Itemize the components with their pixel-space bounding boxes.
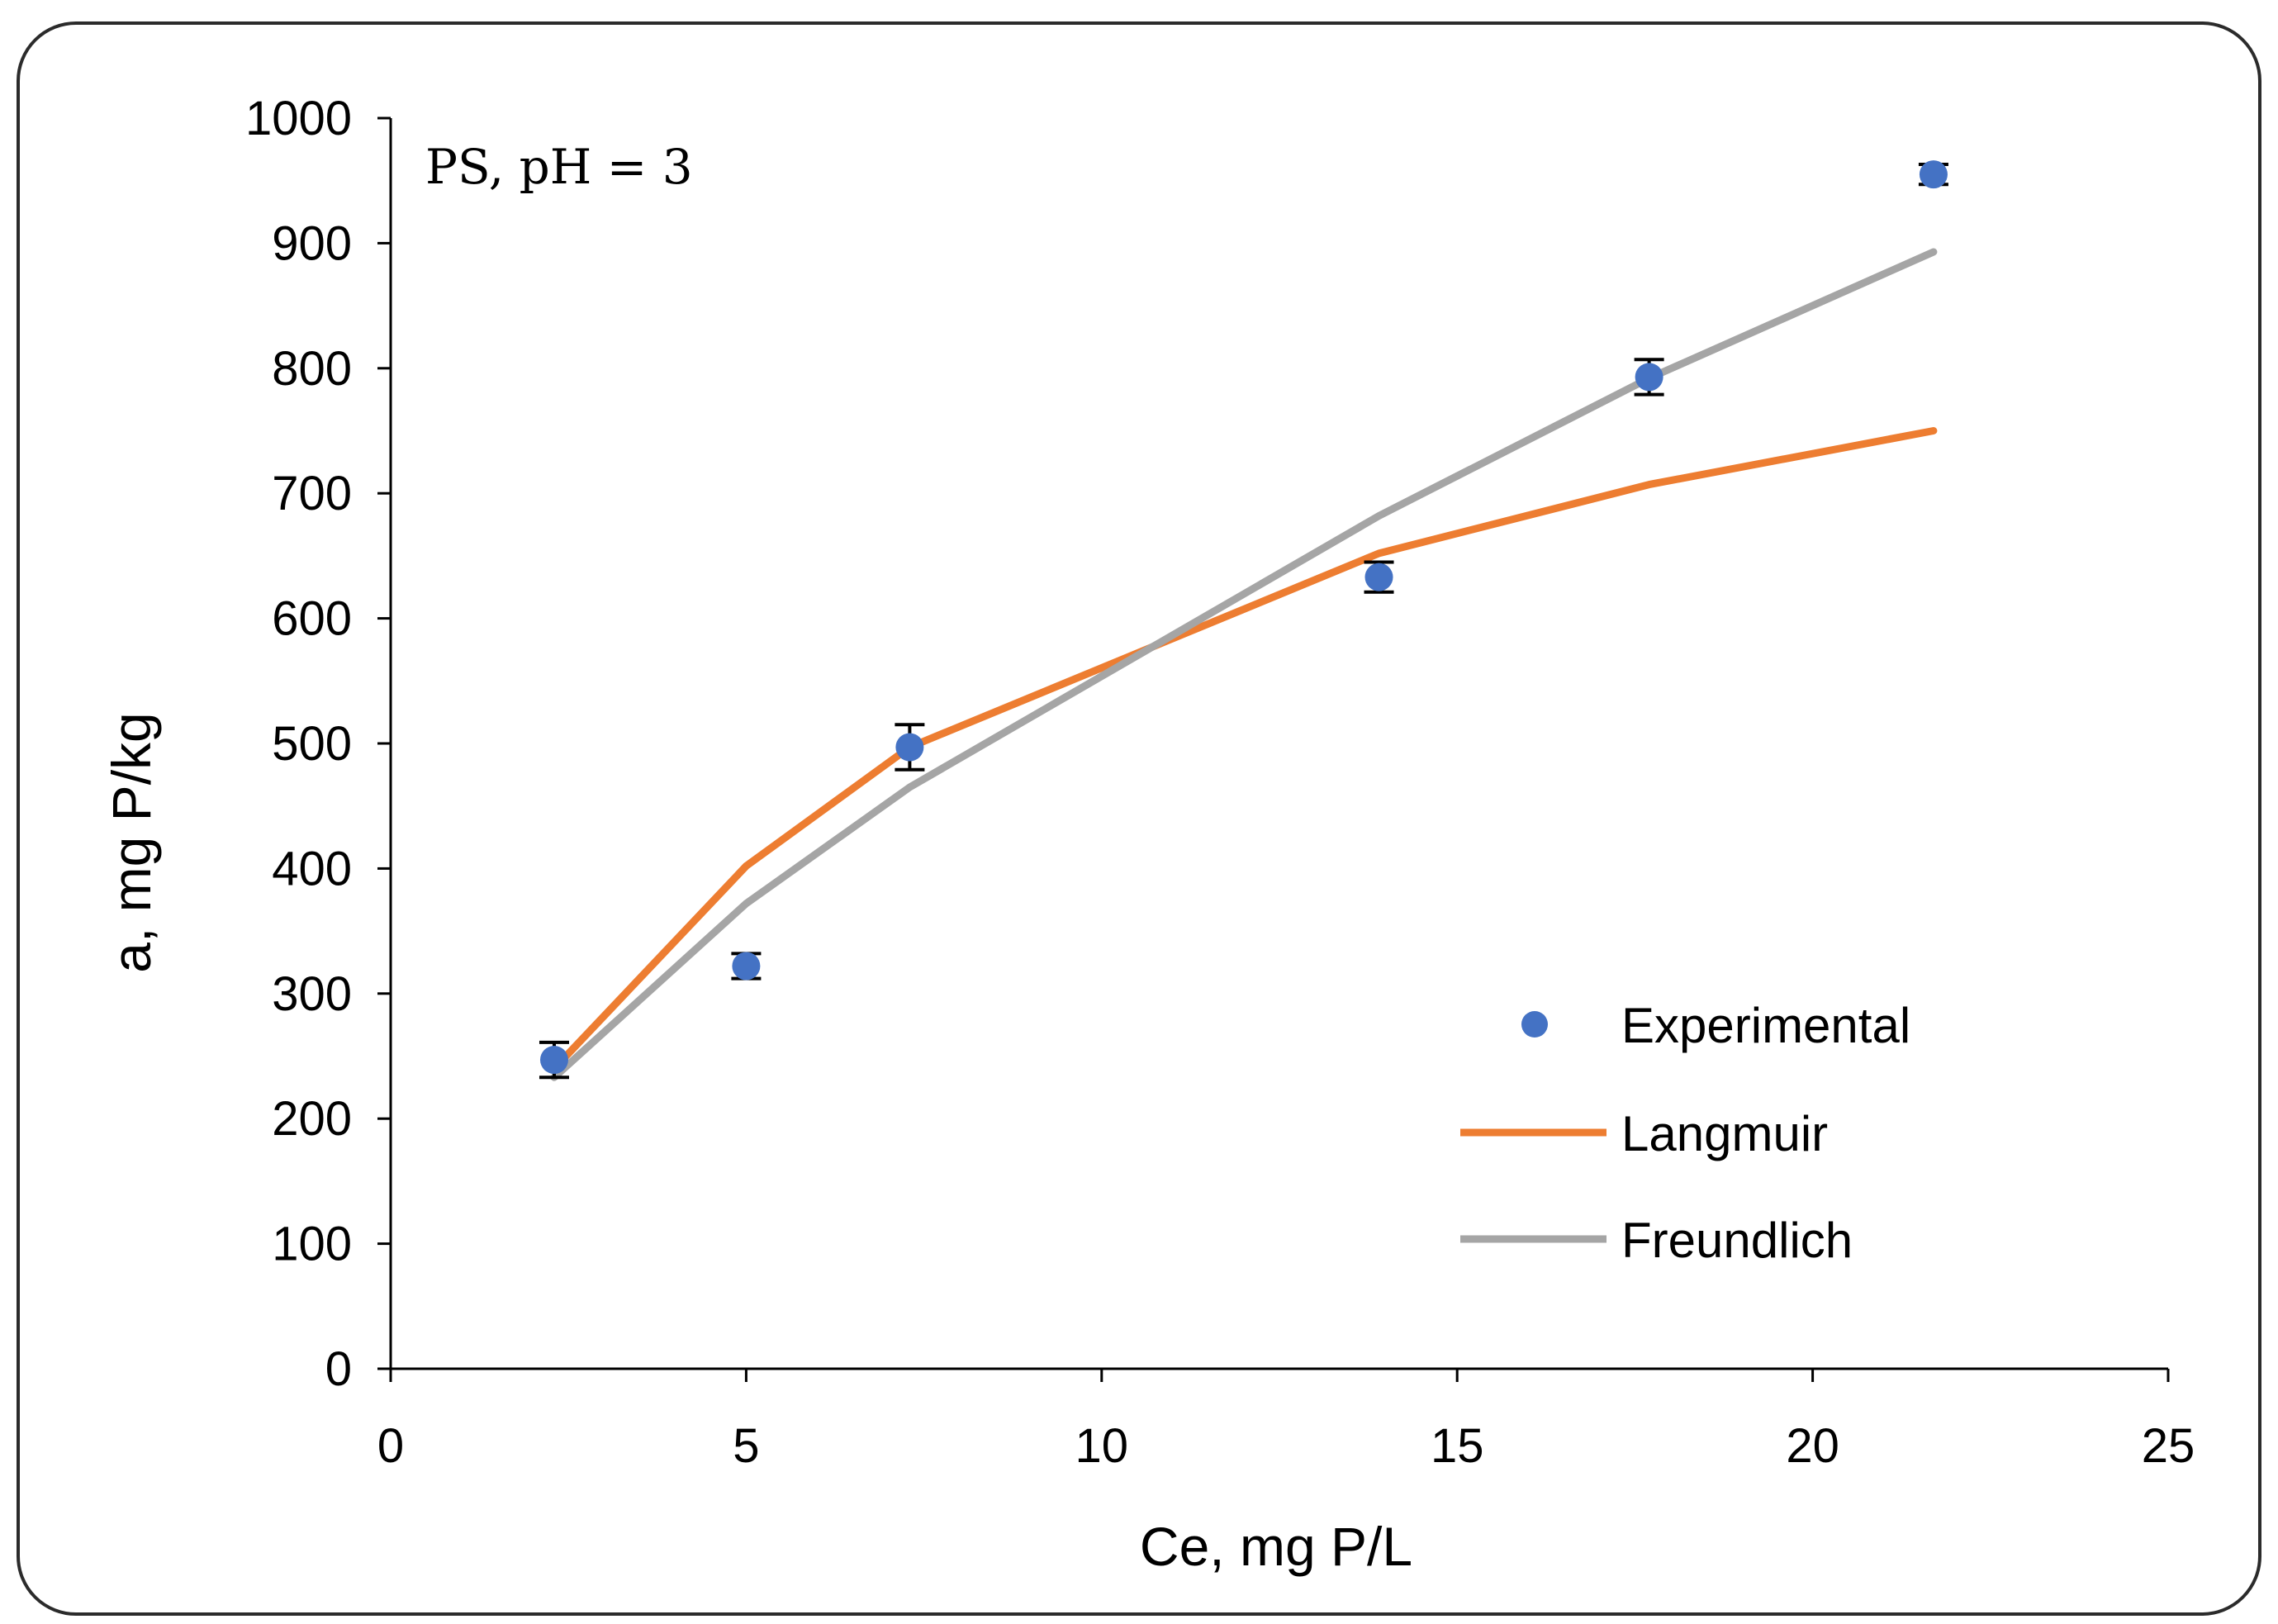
y-tick-label: 100 bbox=[272, 1218, 352, 1271]
x-tick-label: 5 bbox=[733, 1419, 759, 1473]
experimental-points bbox=[539, 160, 1948, 1080]
x-tick-label: 10 bbox=[1075, 1419, 1129, 1473]
y-tick-label: 300 bbox=[272, 967, 352, 1021]
y-tick-label: 600 bbox=[272, 592, 352, 646]
x-axis-title: Ce, mg P/L bbox=[1140, 1516, 1412, 1577]
chart-frame bbox=[17, 21, 2261, 1616]
y-tick-label: 700 bbox=[272, 467, 352, 520]
legend-label-experimental: Experimental bbox=[1621, 998, 1910, 1053]
data-point bbox=[1635, 363, 1663, 392]
x-tick-label: 20 bbox=[1786, 1419, 1839, 1473]
chart-annotation: PS, pH = 3 bbox=[425, 139, 693, 195]
y-tick-label: 500 bbox=[272, 717, 352, 771]
y-axis-ticks: 0 100 200 300 400 500 600 700 800 900 1000 bbox=[245, 92, 391, 1396]
data-point bbox=[1364, 563, 1393, 591]
data-point bbox=[732, 952, 761, 981]
y-tick-label: 1000 bbox=[245, 92, 352, 145]
legend-label-langmuir: Langmuir bbox=[1621, 1106, 1828, 1161]
y-axis-title: a, mg P/kg bbox=[101, 712, 162, 972]
y-tick-label: 0 bbox=[325, 1342, 352, 1396]
data-point bbox=[895, 733, 924, 762]
data-point bbox=[539, 1046, 568, 1075]
legend-marker-experimental bbox=[1521, 1011, 1548, 1038]
x-axis-ticks: 0 5 10 15 20 25 bbox=[377, 1369, 2195, 1473]
fit-lines bbox=[550, 248, 1938, 1081]
x-tick-label: 15 bbox=[1431, 1419, 1484, 1473]
series-line-freundlich bbox=[550, 248, 1938, 1081]
legend-label-freundlich: Freundlich bbox=[1621, 1213, 1853, 1268]
data-point bbox=[1919, 160, 1948, 189]
y-tick-label: 400 bbox=[272, 842, 352, 895]
x-tick-label: 25 bbox=[2142, 1419, 2195, 1473]
x-tick-label: 0 bbox=[377, 1419, 404, 1473]
legend: Experimental Langmuir Freundlich bbox=[1460, 998, 1910, 1268]
y-tick-label: 800 bbox=[272, 342, 352, 396]
y-tick-label: 900 bbox=[272, 216, 352, 270]
y-tick-label: 200 bbox=[272, 1092, 352, 1146]
